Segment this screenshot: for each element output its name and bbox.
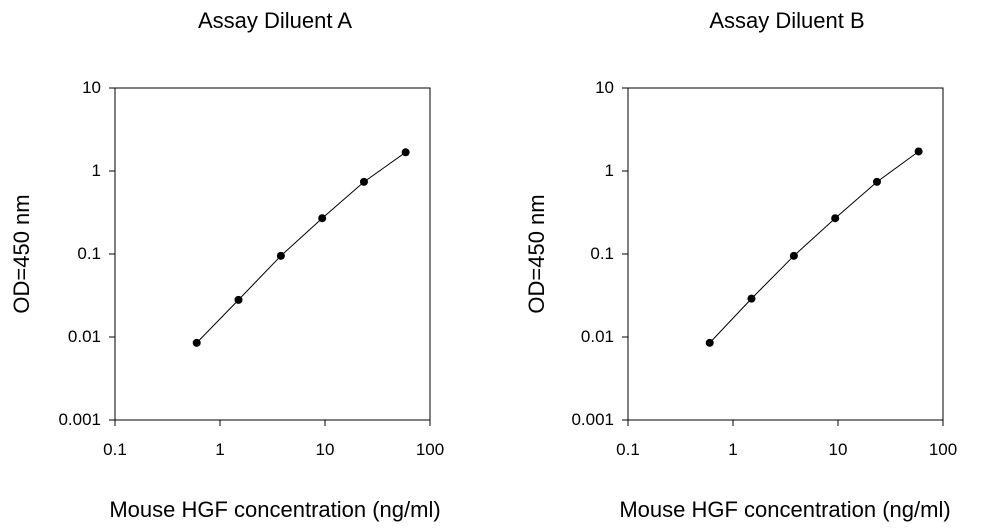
y-tick-label: 0.01 bbox=[67, 327, 101, 346]
x-axis-label: Mouse HGF concentration (ng/ml) bbox=[109, 497, 441, 522]
y-tick-label: 10 bbox=[595, 78, 614, 97]
plot-frame bbox=[114, 87, 431, 421]
data-point bbox=[872, 177, 881, 186]
y-tick-label: 0.1 bbox=[77, 244, 101, 263]
data-point bbox=[401, 148, 410, 157]
chart-title: Assay Diluent B bbox=[709, 8, 865, 33]
y-tick-label: 0.01 bbox=[580, 327, 614, 346]
data-point bbox=[914, 147, 923, 156]
chart-panel-b: Assay Diluent B OD=450 nm Mouse HGF conc… bbox=[495, 0, 990, 532]
data-point bbox=[276, 251, 285, 260]
y-tick-label: 0.001 bbox=[58, 410, 101, 429]
data-point bbox=[747, 294, 756, 303]
plot-frame bbox=[627, 87, 944, 421]
y-tick-label: 10 bbox=[82, 78, 101, 97]
data-point bbox=[359, 177, 368, 186]
chart-plot-area bbox=[622, 87, 944, 426]
y-tick-label: 1 bbox=[91, 161, 101, 180]
x-axis-label: Mouse HGF concentration (ng/ml) bbox=[619, 497, 951, 522]
data-point bbox=[234, 295, 243, 304]
x-tick-label: 100 bbox=[415, 440, 445, 459]
x-tick-label: 100 bbox=[928, 440, 958, 459]
data-point bbox=[831, 214, 840, 223]
y-tick-label: 0.001 bbox=[571, 410, 614, 429]
chart-title: Assay Diluent A bbox=[197, 8, 353, 33]
series-line bbox=[196, 151, 406, 344]
x-tick-label: 0.1 bbox=[103, 440, 127, 459]
x-tick-label: 1 bbox=[215, 440, 225, 459]
x-tick-label: 10 bbox=[315, 440, 335, 459]
chart-panel-a: Assay Diluent A OD=450 nm Mouse HGF conc… bbox=[9, 8, 445, 522]
data-point bbox=[192, 338, 201, 347]
series-line bbox=[709, 151, 919, 344]
y-tick-label: 1 bbox=[604, 161, 614, 180]
data-point bbox=[318, 214, 327, 223]
data-point bbox=[705, 338, 714, 347]
y-tick-label: 0.1 bbox=[590, 244, 614, 263]
x-tick-label: 1 bbox=[728, 440, 738, 459]
x-tick-label: 0.1 bbox=[616, 440, 640, 459]
x-tick-label: 10 bbox=[828, 440, 848, 459]
data-point bbox=[789, 251, 798, 260]
chart-plot-area bbox=[109, 87, 431, 426]
